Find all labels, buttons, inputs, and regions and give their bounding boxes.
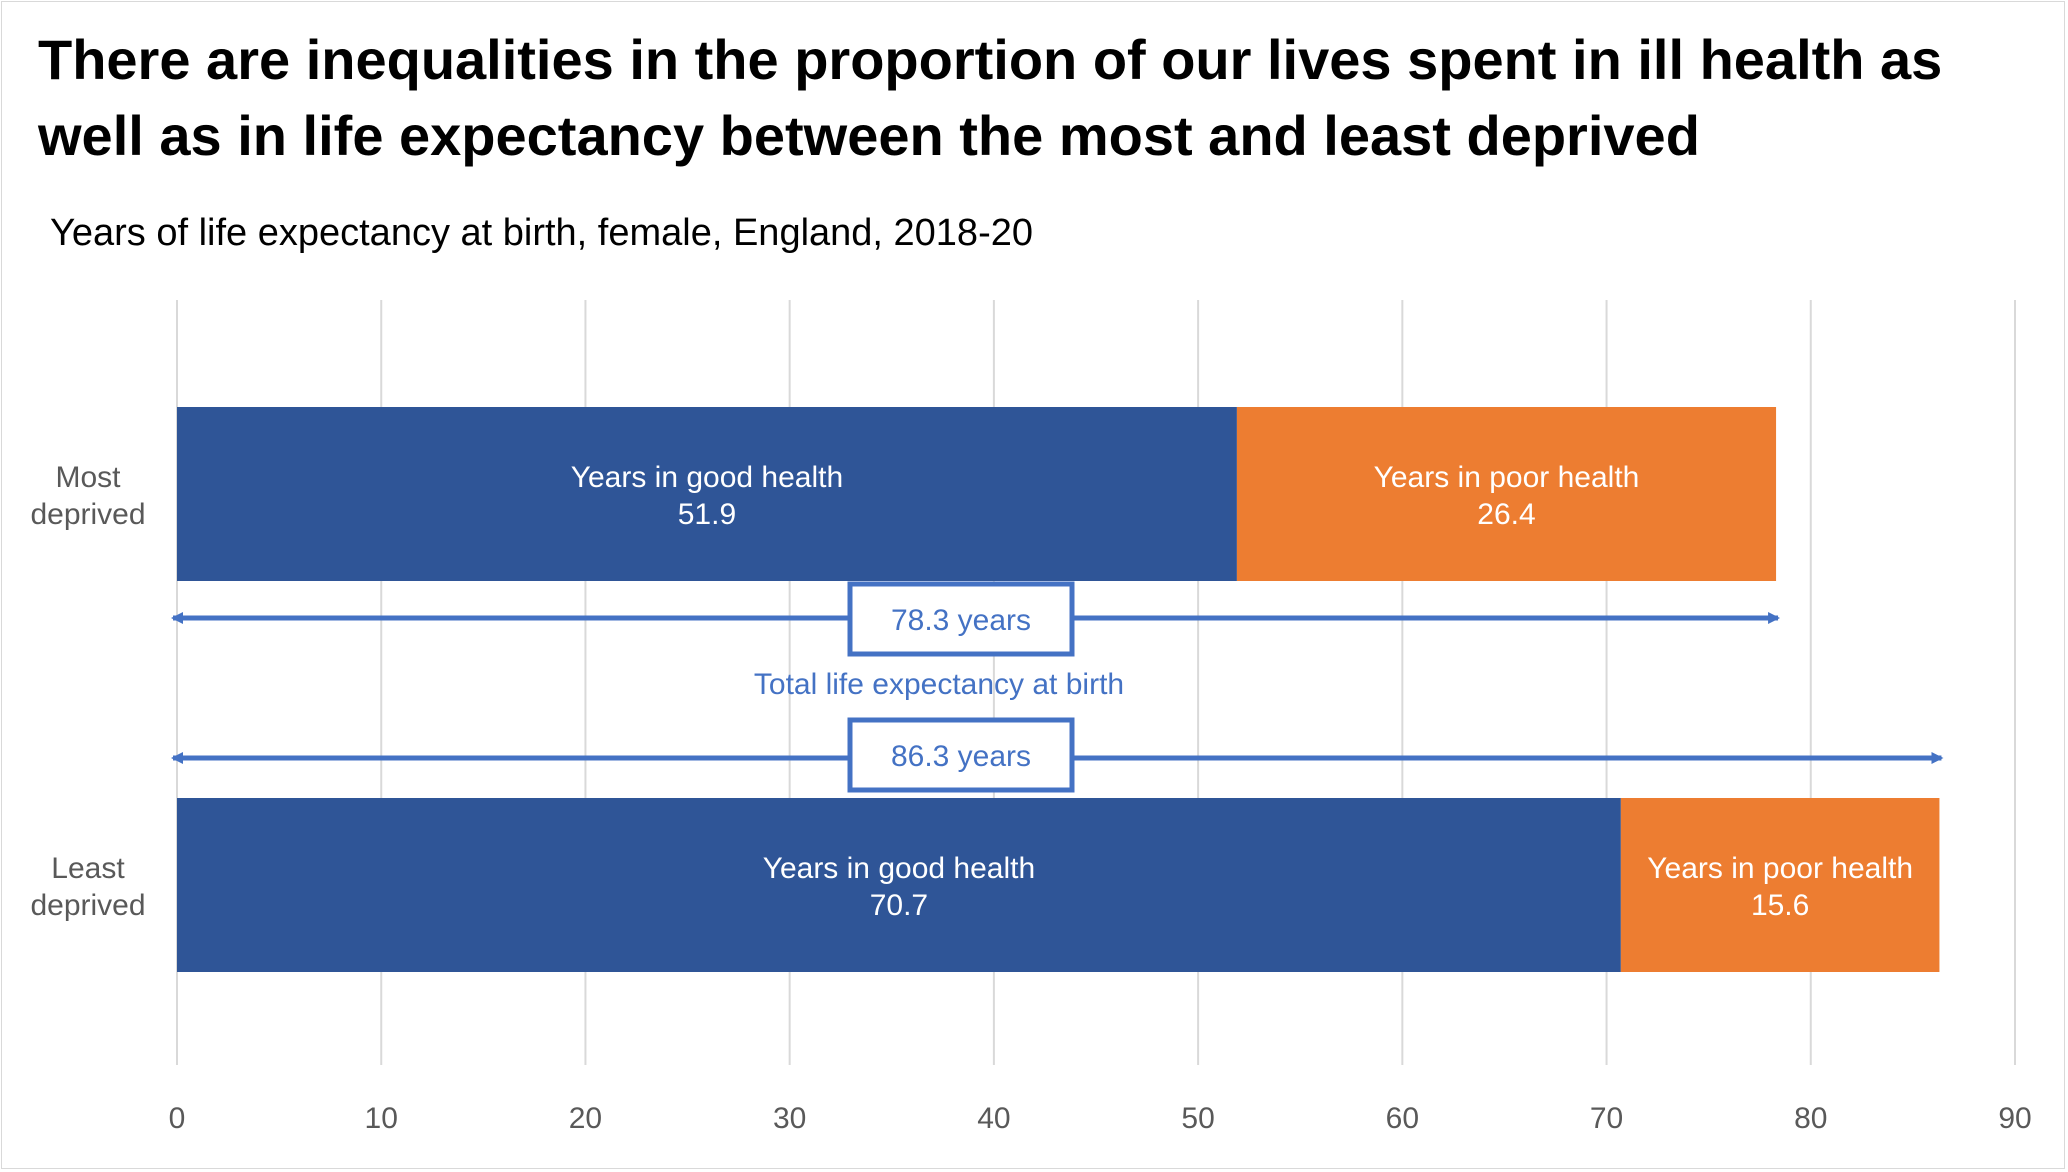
x-tick-label-30: 30 <box>773 1102 806 1135</box>
bars <box>177 407 1940 972</box>
total-arrows <box>171 581 1944 793</box>
bar-series-label-1-0: Years in poor health <box>1374 461 1640 494</box>
bar-value-label-0-0: 51.9 <box>678 498 736 531</box>
annotation-total-life-expectancy: Total life expectancy at birth <box>754 668 1124 701</box>
x-tick-label-10: 10 <box>365 1102 398 1135</box>
chart-subtitle: Years of life expectancy at birth, femal… <box>50 212 1033 254</box>
x-tick-label-50: 50 <box>1181 1102 1214 1135</box>
x-tick-label-60: 60 <box>1386 1102 1419 1135</box>
chart-title: There are inequalities in the proportion… <box>38 28 1943 167</box>
category-label-0-line1: Most <box>55 461 121 494</box>
total-box-0 <box>847 581 1075 657</box>
bar-good-1 <box>177 798 1621 972</box>
bar-poor-0 <box>1236 407 1777 581</box>
x-tick-label-90: 90 <box>1998 1102 2031 1135</box>
category-label-0-line2: deprived <box>30 498 145 531</box>
bar-series-label-1-1: Years in poor health <box>1647 852 1913 885</box>
bar-value-label-0-1: 70.7 <box>870 889 928 922</box>
category-label-1-line1: Least <box>51 852 125 885</box>
x-tick-label-80: 80 <box>1794 1102 1827 1135</box>
category-label-1-line2: deprived <box>30 889 145 922</box>
total-label-1: 86.3 years <box>891 740 1031 773</box>
total-box-1 <box>847 717 1075 793</box>
bar-series-label-0-1: Years in good health <box>763 852 1035 885</box>
x-tick-label-70: 70 <box>1590 1102 1623 1135</box>
bar-value-label-1-1: 15.6 <box>1751 889 1809 922</box>
bar-value-label-1-0: 26.4 <box>1477 498 1535 531</box>
bar-poor-1 <box>1620 798 1940 972</box>
x-tick-label-0: 0 <box>169 1102 186 1135</box>
bar-good-0 <box>177 407 1237 581</box>
x-tick-label-40: 40 <box>977 1102 1010 1135</box>
labels: 0 10 20 30 40 50 60 70 80 90 Years in good health 5… <box>30 461 2031 1135</box>
x-tick-label-20: 20 <box>569 1102 602 1135</box>
total-label-0: 78.3 years <box>891 604 1031 637</box>
bar-series-label-0-0: Years in good health <box>571 461 843 494</box>
